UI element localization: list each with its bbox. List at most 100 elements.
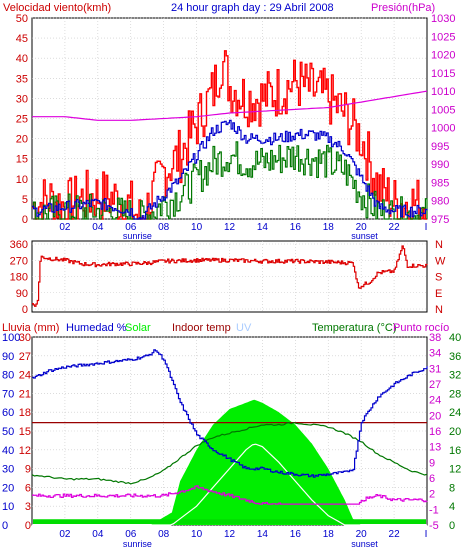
temp-tick-label-f: 6 xyxy=(429,473,435,485)
avg-wind-line xyxy=(32,141,428,220)
chart-title: 24 hour graph day : 29 Abril 2008 xyxy=(171,2,334,14)
humidity-tick-label: 20 xyxy=(2,482,14,494)
wind-tick-label: 25 xyxy=(16,114,28,126)
legend-uv: UV xyxy=(236,322,252,334)
wind-direction-line xyxy=(32,245,428,307)
hour-tick-label: 18 xyxy=(323,222,335,233)
hour-tick-label: 02 xyxy=(59,222,71,233)
pressure-tick-label: 1020 xyxy=(431,50,455,62)
humidity-tick-label: 40 xyxy=(2,445,14,457)
wind-tick-label: 45 xyxy=(16,33,28,45)
temp-tick-label-c: 8 xyxy=(449,482,455,494)
rain-tick-label: 24 xyxy=(19,370,31,382)
hour-tick-label: 06 xyxy=(125,529,137,540)
legend-solar: Solar xyxy=(125,322,151,334)
temp-tick-label-c: 20 xyxy=(449,426,461,438)
direction-tick-label: 270 xyxy=(10,255,28,267)
wind-tick-label: 40 xyxy=(16,53,28,65)
humidity-tick-label: 50 xyxy=(2,426,14,438)
temp-tick-label-c: 32 xyxy=(449,370,461,382)
sunrise-label: sunrise xyxy=(123,231,152,241)
temp-tick-label-f: 9 xyxy=(429,457,435,469)
humidity-tick-label: 0 xyxy=(2,520,8,532)
wind-tick-label: 15 xyxy=(16,154,28,166)
pressure-tick-label: 1015 xyxy=(431,68,455,80)
temp-tick-label-c: 12 xyxy=(449,464,461,476)
pressure-tick-label: 985 xyxy=(431,177,449,189)
temp-tick-label-f: 31 xyxy=(429,363,441,375)
temp-tick-label-c: 28 xyxy=(449,388,461,400)
wind-tick-label: 50 xyxy=(16,13,28,25)
humidity-tick-label: 70 xyxy=(2,388,14,400)
temp-tick-label-f: -5 xyxy=(429,520,439,532)
data-series xyxy=(31,50,428,526)
rain-tick-label: 0 xyxy=(25,520,31,532)
axis-labels: 0510152025303540455097598098599099510001… xyxy=(2,13,461,549)
direction-tick-label: 0 xyxy=(22,304,28,316)
humidity-tick-label: 100 xyxy=(2,332,20,344)
pressure-tick-label: 1000 xyxy=(431,123,455,135)
hour-tick-label: 20 xyxy=(356,222,368,233)
wind-axis-title: Velocidad viento(kmh) xyxy=(3,2,111,14)
temp-tick-label-c: 24 xyxy=(449,407,461,419)
compass-label: N xyxy=(435,239,443,251)
gust-line xyxy=(32,50,427,220)
sunset-label: sunset xyxy=(351,539,378,549)
direction-tick-label: 360 xyxy=(10,239,28,251)
hour-tick-label: I xyxy=(425,529,428,540)
legend-dew: Punto rocío xyxy=(393,322,449,334)
hour-tick-label: 06 xyxy=(125,222,137,233)
uv-curve xyxy=(32,443,427,526)
pressure-tick-label: 1005 xyxy=(431,104,455,116)
rain-tick-label: 9 xyxy=(25,464,31,476)
rain-tick-label: 21 xyxy=(19,388,31,400)
compass-label: W xyxy=(435,255,446,267)
rain-tick-label: 15 xyxy=(19,426,31,438)
pressure-tick-label: 990 xyxy=(431,159,449,171)
humidity-tick-label: 90 xyxy=(2,351,14,363)
hour-tick-label: 16 xyxy=(290,222,302,233)
temp-tick-label-f: 27 xyxy=(429,379,441,391)
hour-tick-label: 10 xyxy=(191,529,203,540)
pressure-line xyxy=(32,90,428,121)
temp-tick-label-c: 4 xyxy=(449,501,455,513)
hour-tick-label: 02 xyxy=(59,529,71,540)
compass-label: N xyxy=(435,304,443,316)
hour-tick-label: 22 xyxy=(389,529,401,540)
wind-tick-label: 30 xyxy=(16,93,28,105)
wind-tick-label: 35 xyxy=(16,73,28,85)
temp-tick-label-f: 16 xyxy=(429,426,441,438)
hour-tick-label: 16 xyxy=(290,529,302,540)
humidity-line xyxy=(32,349,428,478)
rain-tick-label: 27 xyxy=(19,351,31,363)
pressure-tick-label: 995 xyxy=(431,141,449,153)
temp-tick-label-f: 38 xyxy=(429,332,441,344)
temperature-line xyxy=(31,422,428,485)
temp-tick-label-c: 0 xyxy=(449,520,455,532)
wind-tick-label: 20 xyxy=(16,134,28,146)
hour-tick-label: 14 xyxy=(257,222,269,233)
pressure-tick-label: 1025 xyxy=(431,31,455,43)
humidity-tick-label: 30 xyxy=(2,464,14,476)
hour-tick-label: 04 xyxy=(92,529,104,540)
legend-humidity: Humedad % xyxy=(66,322,127,334)
rain-bar xyxy=(33,519,426,524)
wind-tick-label: 10 xyxy=(16,174,28,186)
hour-tick-label: 12 xyxy=(224,529,236,540)
legend-rain: Lluvia (mm) xyxy=(2,322,59,334)
compass-label: E xyxy=(435,288,442,300)
humidity-tick-label: 10 xyxy=(2,501,14,513)
rain-tick-label: 3 xyxy=(25,501,31,513)
humidity-tick-label: 60 xyxy=(2,407,14,419)
dewpoint-line xyxy=(32,485,428,505)
temp-tick-label-c: 36 xyxy=(449,351,461,363)
temp-tick-label-f: -1 xyxy=(429,504,439,516)
hour-tick-label: 14 xyxy=(257,529,269,540)
hour-tick-label: 22 xyxy=(389,222,401,233)
direction-tick-label: 180 xyxy=(10,272,28,284)
hour-tick-label: 12 xyxy=(224,222,236,233)
pressure-axis-title: Presión(hPa) xyxy=(371,2,435,14)
wind-tick-label: 0 xyxy=(22,214,28,226)
temp-tick-label-f: 20 xyxy=(429,410,441,422)
